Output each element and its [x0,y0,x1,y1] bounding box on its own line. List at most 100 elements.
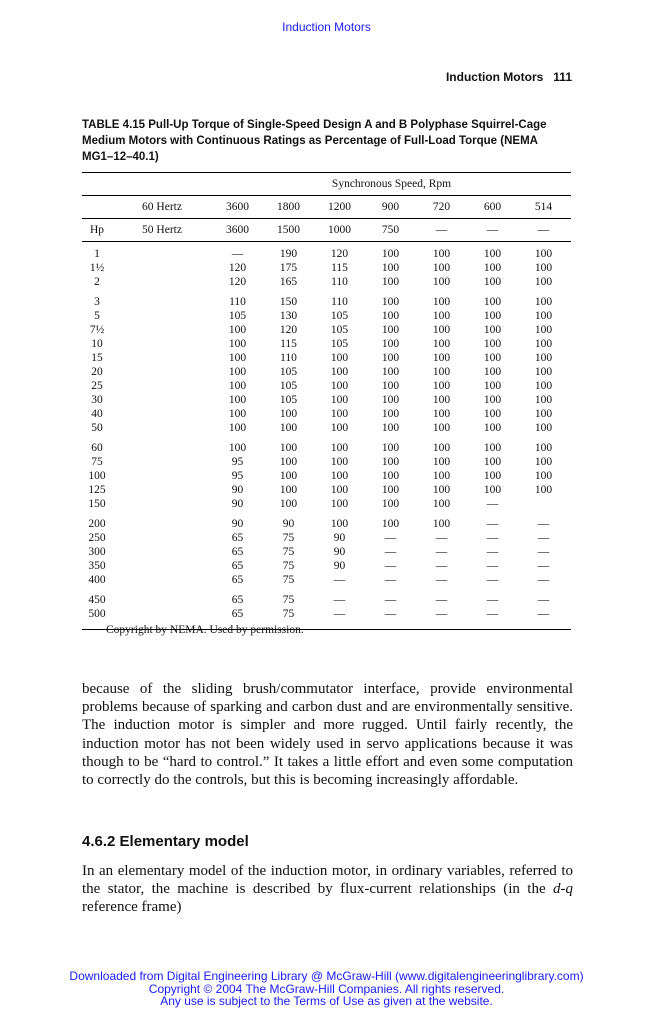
value-cell: 165 [279,276,298,288]
value-cell: 100 [483,456,502,468]
table-caption: TABLE 4.15 Pull-Up Torque of Single-Spee… [82,119,547,163]
value-cell: 105 [279,380,298,392]
table-row: 300 65 75 90 — — — — [82,545,571,559]
value-cell: 100 [330,518,349,530]
value-cell: 100 [483,366,502,378]
running-head: Induction Motors 111 [436,70,572,84]
hp-cell: 300 [88,546,106,558]
header-label: 50 Hertz [142,224,182,236]
value-cell: 110 [331,276,348,288]
value-cell: 100 [330,422,349,434]
header-cell: — [486,224,499,236]
value-cell: 100 [228,324,247,336]
value-cell: 100 [534,408,553,420]
table-body: 1—190 120 100 100 100 100 1½ 120 175 115 100 100 100… [82,242,571,629]
value-cell: — [435,594,448,606]
value-cell: 90 [231,498,244,510]
value-cell: — [384,574,397,586]
value-cell: 100 [534,262,553,274]
value-cell: — [486,574,499,586]
value-cell: 120 [228,276,247,288]
value-cell: 100 [432,262,451,274]
value-cell: 75 [282,532,295,544]
value-cell: — [333,594,346,606]
value-cell: 100 [483,470,502,482]
value-cell: — [333,574,346,586]
hp-cell: 1½ [89,262,105,274]
value-cell: — [486,518,499,530]
value-cell: 95 [231,470,244,482]
table-row: 1 — 190 120 100 100 100 100 [82,247,571,261]
header-cell: 1000 [328,224,351,236]
value-cell: 65 [231,532,244,544]
value-cell: 100 [432,296,451,308]
value-cell: 100 [483,276,502,288]
value-cell: 90 [333,560,346,572]
value-cell: 100 [483,352,502,364]
value-cell: 100 [534,276,553,288]
value-cell: 100 [432,456,451,468]
value-cell: 100 [534,324,553,336]
table-row: 450 65 75 — — — — — [82,593,571,607]
value-cell: 65 [231,594,244,606]
value-cell: 100 [483,484,502,496]
hp-cell: 60 [91,442,103,454]
value-cell: 100 [330,366,349,378]
value-cell: 100 [381,442,400,454]
value-cell: — [537,518,550,530]
table-row: 200 90 90 100 100 100 — — [82,517,571,531]
top-link[interactable]: Induction Motors [282,20,371,34]
value-cell: 100 [432,470,451,482]
footer-link[interactable]: Downloaded from Digital Engineering Libr… [69,969,584,983]
value-cell: 100 [381,380,400,392]
header-cell: 1200 [328,201,351,213]
value-cell: 100 [534,422,553,434]
hp-cell: 5 [94,310,100,322]
hp-cell: 200 [88,518,106,530]
text: In an elementary model of the induction … [82,863,573,898]
value-cell: 100 [483,394,502,406]
value-cell: 100 [534,380,553,392]
value-cell: 100 [330,484,349,496]
value-cell: — [435,560,448,572]
footer-terms[interactable]: Any use is subject to the Terms of Use a… [160,994,493,1008]
value-cell: 100 [432,422,451,434]
value-cell: 105 [330,310,349,322]
value-cell: 100 [279,470,298,482]
value-cell: — [435,574,448,586]
table-row: 10 100 115 105 100 100 100 100 [82,337,571,351]
value-cell: 100 [381,276,400,288]
header-cell: 1800 [277,201,300,213]
value-cell: 75 [282,560,295,572]
value-cell: 100 [534,310,553,322]
table-row: 20 100 105 100 100 100 100 100 [82,365,571,379]
value-cell: 100 [279,498,298,510]
value-cell: 100 [432,338,451,350]
value-cell: 100 [228,352,247,364]
value-cell: — [537,546,550,558]
value-cell: 75 [282,608,295,620]
value-cell: 115 [331,262,348,274]
header-cell: 600 [483,201,502,213]
table-row: 350 65 75 90 — — — — [82,559,571,573]
value-cell: 100 [432,394,451,406]
header-cell: 1500 [277,224,300,236]
hp-cell: 20 [91,366,103,378]
value-cell: — [537,560,550,572]
value-cell: — [333,608,346,620]
value-cell: 100 [330,352,349,364]
value-cell: 75 [282,574,295,586]
value-cell: 100 [381,408,400,420]
value-cell: 110 [229,296,246,308]
value-cell: 100 [330,408,349,420]
value-cell: 100 [228,422,247,434]
value-cell: 65 [231,574,244,586]
value-cell: 100 [534,394,553,406]
value-cell: 100 [483,408,502,420]
value-cell: 100 [432,352,451,364]
body-paragraph: because of the sliding brush/commutator … [82,681,573,789]
table-row: 150 90 100 100 100 100 — [82,497,571,511]
hp-cell: 30 [91,394,103,406]
value-cell: 100 [330,456,349,468]
